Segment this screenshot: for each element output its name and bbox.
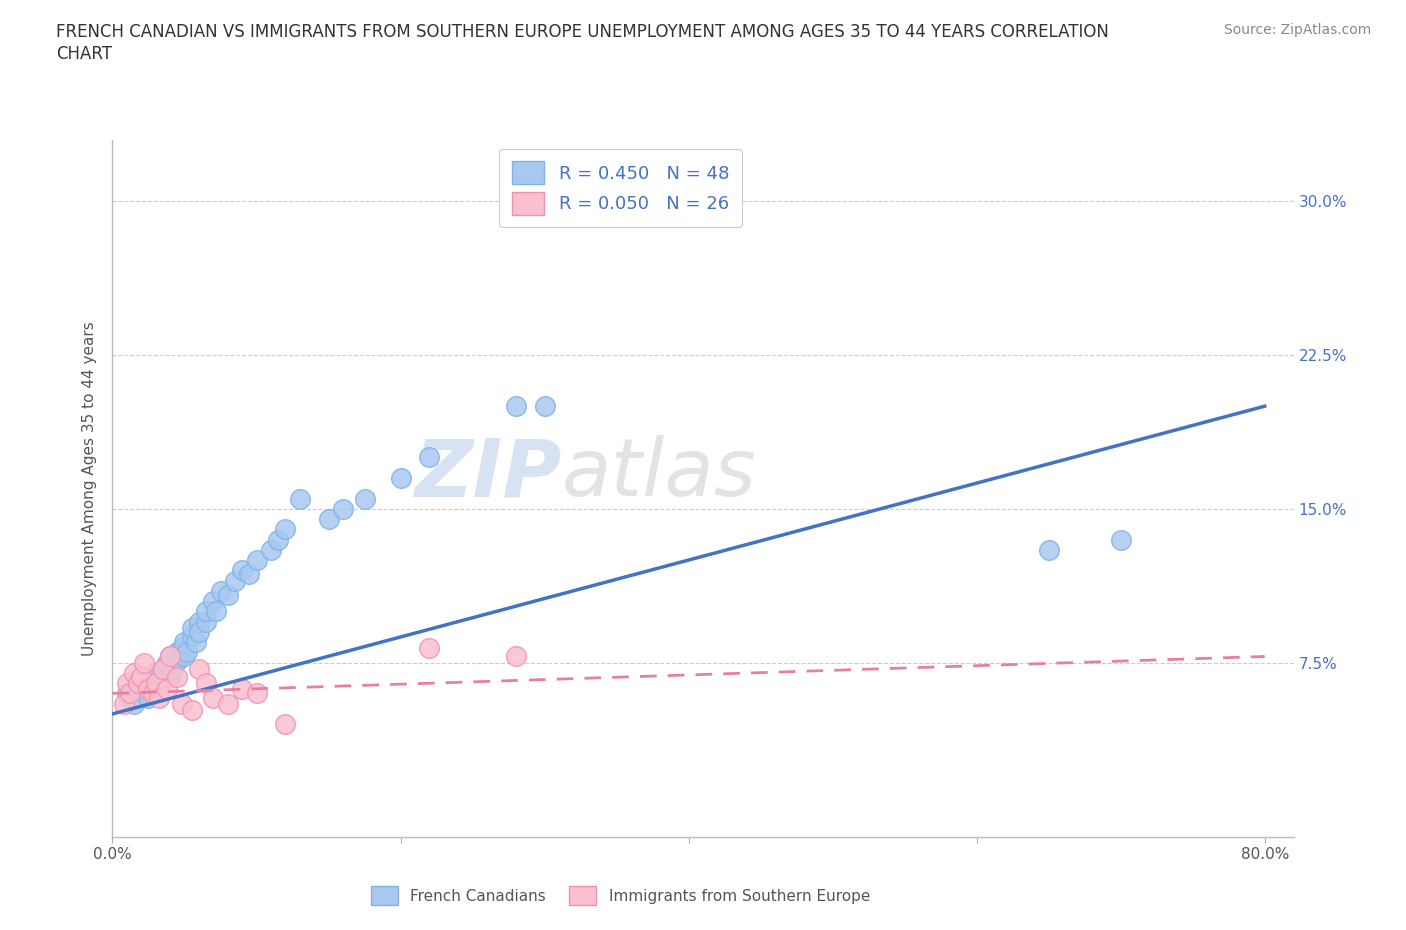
Point: [1109, 532, 1132, 547]
Point: [209, 583, 232, 598]
Point: [180, 702, 202, 717]
Point: [267, 532, 290, 547]
Point: [202, 690, 225, 705]
Point: [245, 552, 267, 567]
Point: [231, 563, 253, 578]
Point: [115, 686, 138, 701]
Point: [129, 676, 152, 691]
Point: [138, 690, 160, 705]
Point: [173, 649, 195, 664]
Point: [195, 604, 218, 618]
Point: [238, 567, 260, 582]
Point: [195, 614, 218, 629]
Point: [159, 649, 181, 664]
Point: [173, 634, 195, 649]
Point: [134, 656, 156, 671]
Text: CHART: CHART: [56, 45, 112, 62]
Point: [166, 653, 188, 668]
Point: [187, 624, 209, 639]
Point: [152, 661, 174, 676]
Point: [274, 522, 297, 537]
Point: [122, 697, 145, 711]
Point: [389, 471, 412, 485]
Point: [118, 686, 141, 701]
Text: Source: ZipAtlas.com: Source: ZipAtlas.com: [1223, 23, 1371, 37]
Point: [318, 512, 340, 526]
Point: [274, 717, 297, 732]
Point: [418, 641, 440, 656]
Point: [145, 680, 167, 695]
Point: [187, 614, 209, 629]
Point: [184, 634, 207, 649]
Point: [145, 666, 167, 681]
Point: [505, 649, 527, 664]
Point: [138, 686, 160, 701]
Point: [224, 573, 246, 588]
Point: [170, 641, 193, 656]
Point: [418, 450, 440, 465]
Point: [156, 682, 179, 697]
Point: [122, 666, 145, 681]
Point: [142, 686, 165, 701]
Point: [217, 588, 239, 603]
Point: [112, 697, 135, 711]
Text: ZIP: ZIP: [413, 435, 561, 513]
Point: [180, 629, 202, 644]
Point: [159, 670, 181, 684]
Point: [533, 399, 555, 414]
Point: [245, 686, 267, 701]
Y-axis label: Unemployment Among Ages 35 to 44 years: Unemployment Among Ages 35 to 44 years: [82, 321, 97, 656]
Point: [260, 542, 283, 557]
Text: atlas: atlas: [561, 435, 756, 513]
Point: [1038, 542, 1060, 557]
Point: [148, 676, 170, 691]
Legend: French Canadians, Immigrants from Southern Europe: French Canadians, Immigrants from Southe…: [363, 878, 877, 913]
Point: [159, 649, 181, 664]
Point: [288, 491, 311, 506]
Point: [205, 604, 228, 618]
Point: [170, 697, 193, 711]
Point: [138, 682, 160, 697]
Point: [217, 697, 239, 711]
Point: [166, 644, 188, 659]
Point: [166, 670, 188, 684]
Point: [145, 676, 167, 691]
Point: [187, 661, 209, 676]
Point: [156, 656, 179, 671]
Point: [353, 491, 375, 506]
Point: [195, 676, 218, 691]
Point: [129, 670, 152, 684]
Point: [505, 399, 527, 414]
Point: [134, 670, 156, 684]
Point: [176, 644, 198, 659]
Point: [115, 676, 138, 691]
Point: [127, 676, 149, 691]
Point: [231, 682, 253, 697]
Text: FRENCH CANADIAN VS IMMIGRANTS FROM SOUTHERN EUROPE UNEMPLOYMENT AMONG AGES 35 TO: FRENCH CANADIAN VS IMMIGRANTS FROM SOUTH…: [56, 23, 1109, 41]
Point: [332, 501, 354, 516]
Point: [152, 661, 174, 676]
Point: [148, 690, 170, 705]
Point: [202, 593, 225, 608]
Point: [180, 620, 202, 635]
Point: [162, 661, 184, 676]
